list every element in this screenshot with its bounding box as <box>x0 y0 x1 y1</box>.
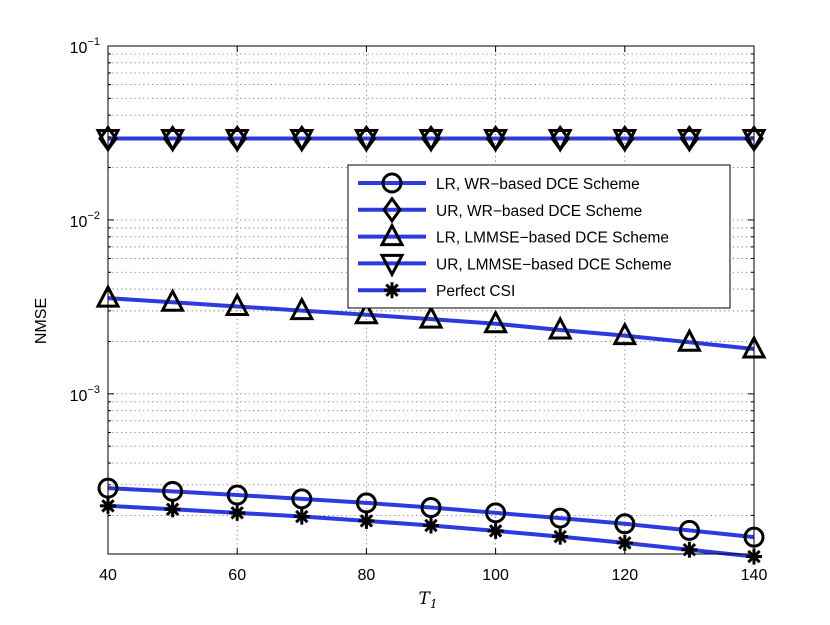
series-4-point <box>483 128 509 153</box>
series-3-point <box>353 300 379 325</box>
series-4-point <box>224 128 250 153</box>
series-1-point <box>678 519 700 541</box>
series-3-point <box>612 321 638 346</box>
asterisk-stroke <box>553 529 567 544</box>
series-3-point <box>224 292 250 316</box>
series-4-point <box>547 128 573 153</box>
legend-label-1: LR, WR−based DCE Scheme <box>436 176 640 193</box>
series-1-point <box>226 484 248 506</box>
series-1-point <box>291 488 313 510</box>
axis-ticks <box>107 45 755 554</box>
series-3-point <box>483 309 509 334</box>
series-3-point <box>418 304 444 329</box>
legend-marker-5 <box>384 282 400 299</box>
series-5-point <box>552 528 569 545</box>
asterisk-stroke <box>359 514 374 528</box>
series-3-point <box>676 328 702 352</box>
y-tick-base: 10 <box>70 388 88 405</box>
y-tick-exponent: −1 <box>87 36 100 48</box>
asterisk-stroke <box>682 543 697 557</box>
series-line-3 <box>107 296 755 352</box>
x-tick-label: 60 <box>228 567 246 584</box>
asterisk-stroke <box>230 506 244 520</box>
legend-marker-3 <box>379 222 405 247</box>
series-4-point <box>160 128 186 153</box>
y-tick-exponent: −2 <box>87 210 100 222</box>
x-axis-label-main: T <box>419 589 432 609</box>
x-tick-label: 140 <box>741 567 768 584</box>
x-tick-label: 100 <box>482 567 509 584</box>
legend-marker-2 <box>382 196 402 224</box>
legend: LR, WR−based DCE Scheme UR, WR−based DCE … <box>347 164 731 309</box>
x-tick-labels: 40 60 80 100 120 140 <box>99 567 767 584</box>
x-tick-label: 40 <box>99 567 117 584</box>
series-5-point <box>293 508 310 525</box>
series-3-point <box>160 288 186 312</box>
legend-label-3: LR, LMMSE−based DCE Scheme <box>436 230 669 247</box>
series-5-point <box>423 517 439 534</box>
series-5-point <box>681 541 698 558</box>
series-4-point <box>289 128 315 153</box>
asterisk-stroke <box>165 502 180 516</box>
x-axis-label: T1 <box>419 589 438 611</box>
series-4-point <box>612 128 638 153</box>
series-5-point <box>229 504 246 521</box>
series-5-point <box>358 512 375 529</box>
legend-marker-4 <box>379 253 405 278</box>
x-tick-label: 120 <box>611 567 638 584</box>
y-tick-label: 10−2 <box>70 210 100 231</box>
asterisk-stroke <box>385 283 399 297</box>
series-1-point <box>420 497 442 519</box>
series-3-point <box>289 296 315 321</box>
y-axis-label: NMSE <box>33 298 50 344</box>
x-tick-label: 80 <box>358 567 376 584</box>
series-line-1 <box>107 486 755 540</box>
y-tick-base: 10 <box>70 214 88 231</box>
y-tick-label: 10−3 <box>70 384 100 405</box>
series-1-point <box>549 507 571 529</box>
axes-box <box>107 45 755 555</box>
y-tick-exponent: −3 <box>87 384 100 396</box>
asterisk-stroke <box>618 536 632 550</box>
y-tick-base: 10 <box>70 40 88 57</box>
series-1-point <box>614 513 636 535</box>
series-1-point <box>485 502 507 524</box>
series-4-point <box>676 128 702 153</box>
legend-label-2: UR, WR−based DCE Scheme <box>436 203 642 220</box>
legend-label-4: UR, LMMSE−based DCE Scheme <box>436 256 672 273</box>
series-4-point <box>418 128 444 153</box>
legend-label-5: Perfect CSI <box>436 283 515 300</box>
series-1-point <box>162 480 184 502</box>
asterisk-stroke <box>488 524 503 538</box>
asterisk-stroke <box>295 509 309 524</box>
x-axis-label-subscript: 1 <box>430 597 438 611</box>
series-3-point <box>547 315 573 340</box>
series-5-point <box>487 522 504 539</box>
series-4-point <box>353 128 379 153</box>
y-tick-label: 10−1 <box>70 36 100 57</box>
asterisk-stroke <box>747 549 761 564</box>
series-5-point <box>164 501 181 518</box>
series-1-point <box>355 492 377 514</box>
asterisk-stroke <box>424 518 438 533</box>
legend-marker-1 <box>381 172 403 194</box>
y-tick-labels: 10−110−210−3 <box>70 36 100 405</box>
